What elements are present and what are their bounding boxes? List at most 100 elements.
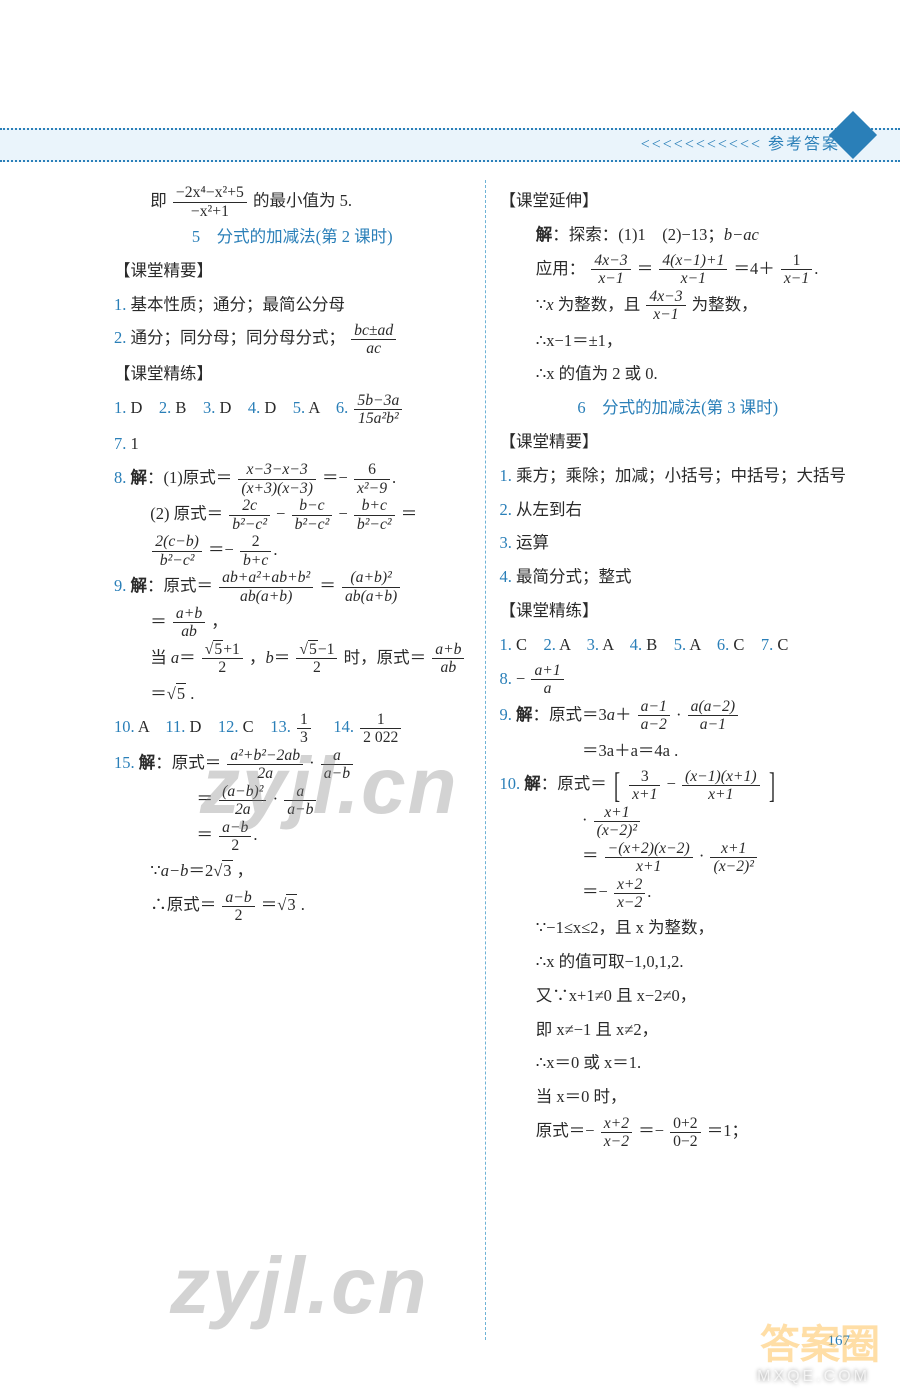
fraction: √5+12	[202, 641, 243, 676]
r-line: ∴x＝0 或 x＝1.	[500, 1046, 857, 1080]
fraction: a+bab	[432, 641, 464, 676]
fraction: 0+20−2	[670, 1115, 701, 1150]
fraction: (a+b)²ab(a+b)	[342, 569, 400, 604]
footer-url: MXQE.COM	[757, 1368, 870, 1386]
fraction: 4x−3x−1	[591, 252, 630, 287]
subhead: 【课堂精要】	[114, 254, 471, 288]
fraction: √5−12	[296, 641, 337, 676]
fraction: b−cb²−c²	[292, 497, 333, 532]
r-line: 1. 乘方；乘除；加减；小括号；中括号；大括号	[500, 459, 857, 493]
section-title: 6 分式的加减法(第 3 课时)	[500, 391, 857, 425]
l-line: ＝√5 .	[114, 677, 471, 711]
subhead: 【课堂延伸】	[500, 184, 857, 218]
r-line: ＝3a＋a＝4a .	[500, 734, 857, 768]
text: 基本性质；通分；最简公分母	[131, 295, 346, 314]
r-line: 即 x≠−1 且 x≠2，	[500, 1013, 857, 1047]
fraction: x+2x−2	[601, 1115, 632, 1150]
num-label: 1.	[114, 398, 126, 417]
r-line: ∴x−1＝±1，	[500, 324, 857, 358]
l-line: ＝ (a−b)²2a · aa−b	[114, 782, 471, 818]
r-line: ∴x 的值可取−1,0,1,2.	[500, 945, 857, 979]
l-line: 2. 通分；同分母；同分母分式； bc±adac	[114, 321, 471, 357]
fraction: 4(x−1)+1x−1	[659, 252, 727, 287]
r-line: 2. 从左到右	[500, 493, 857, 527]
fraction: a(a−2)a−1	[688, 698, 738, 733]
l-line: 当 a＝ √5+12 ，b＝ √5−12 时，原式＝ a+bab	[114, 641, 471, 677]
fraction: −2x⁴−x²+5−x²+1	[173, 184, 247, 219]
right-column: 【课堂延伸】 解：探索：(1)1 (2)−13；b−ac 应用： 4x−3x−1…	[486, 180, 871, 1340]
fraction: 1x−1	[781, 252, 812, 287]
l-line: ＝ a+bab ，	[114, 605, 471, 641]
text: 通分；同分母；同分母分式；	[131, 328, 346, 347]
fraction: x+1(x−2)²	[710, 840, 756, 875]
fraction: 3x+1	[629, 768, 660, 803]
l-line: 15. 解：原式＝ a²+b²−2ab2a · aa−b	[114, 746, 471, 782]
r-line: ∵−1≤x≤2，且 x 为整数，	[500, 911, 857, 945]
page: <<<<<<<<<<< 参考答案 即 −2x⁴−x²+5−x²+1 的最小值为 …	[0, 0, 900, 1390]
subhead: 【课堂精练】	[114, 357, 471, 391]
r-line: · x+1(x−2)²	[500, 803, 857, 839]
fraction: 2b+c	[240, 533, 271, 568]
r-line: ∴x 的值为 2 或 0.	[500, 357, 857, 391]
bracket-icon: [	[614, 771, 620, 800]
r-line: ＝ −(x+2)(x−2)x+1 · x+1(x−2)²	[500, 839, 857, 875]
fraction: x+1(x−2)²	[594, 804, 640, 839]
l-line: ∵a−b＝2√3 ，	[114, 854, 471, 888]
text: 即	[150, 191, 167, 210]
corner-watermark: 答案圈	[760, 1312, 880, 1370]
fraction: a+1a	[531, 662, 563, 697]
fraction: aa−b	[284, 783, 316, 818]
l-line: 即 −2x⁴−x²+5−x²+1 的最小值为 5.	[114, 184, 471, 220]
fraction: 5b−3a15a²b²	[354, 392, 402, 427]
fraction: a−1a−2	[638, 698, 670, 733]
r-line: 9. 解：原式＝3a＋ a−1a−2 · a(a−2)a−1	[500, 698, 857, 734]
r-line: 8. − a+1a	[500, 662, 857, 698]
subhead: 【课堂精要】	[500, 425, 857, 459]
l-line: 10. A 11. D 12. C 13. 13 14. 12 022	[114, 710, 471, 746]
fraction: a−b2	[222, 889, 254, 924]
l-line: (2) 原式＝ 2cb²−c² − b−cb²−c² − b+cb²−c² ＝	[114, 497, 471, 533]
bracket-icon: ]	[769, 771, 775, 800]
fraction: x+2x−2	[614, 876, 645, 911]
l-line: 2(c−b)b²−c² ＝− 2b+c.	[114, 533, 471, 569]
l-line: ＝ a−b2.	[114, 818, 471, 854]
fraction: ab+a²+ab+b²ab(a+b)	[219, 569, 313, 604]
r-line: 当 x＝0 时，	[500, 1080, 857, 1114]
l-line: 8. 解：(1)原式＝ x−3−x−3(x+3)(x−3) ＝− 6x²−9.	[114, 461, 471, 497]
fraction: a²+b²−2ab2a	[227, 747, 303, 782]
fraction: x−3−x−3(x+3)(x−3)	[238, 461, 316, 496]
r-line: 应用： 4x−3x−1 ＝ 4(x−1)+1x−1 ＝4＋ 1x−1.	[500, 252, 857, 288]
num-label: 1.	[114, 295, 126, 314]
fraction: (x−1)(x+1)x+1	[682, 768, 760, 803]
left-column: 即 −2x⁴−x²+5−x²+1 的最小值为 5. 5 分式的加减法(第 2 课…	[100, 180, 486, 1340]
r-line: 1. C 2. A 3. A 4. B 5. A 6. C 7. C	[500, 628, 857, 662]
fraction: 12 022	[360, 711, 401, 746]
r-line: ∵x 为整数，且 4x−3x−1 为整数，	[500, 288, 857, 324]
header-label: <<<<<<<<<<< 参考答案	[641, 130, 840, 154]
fraction: aa−b	[321, 747, 353, 782]
fraction: 4x−3x−1	[646, 288, 685, 323]
r-line: 10. 解：原式＝ [ 3x+1 − (x−1)(x+1)x+1 ]	[500, 767, 857, 803]
subhead: 【课堂精练】	[500, 594, 857, 628]
content-columns: 即 −2x⁴−x²+5−x²+1 的最小值为 5. 5 分式的加减法(第 2 课…	[100, 180, 870, 1340]
fraction: a−b2	[219, 819, 251, 854]
text: 的最小值为 5.	[253, 191, 352, 210]
section-title: 5 分式的加减法(第 2 课时)	[114, 220, 471, 254]
fraction: (a−b)²2a	[219, 783, 266, 818]
r-line: 4. 最简分式；整式	[500, 560, 857, 594]
r-line: 原式＝− x+2x−2 ＝− 0+20−2 ＝1；	[500, 1114, 857, 1150]
l-line: ∴原式＝ a−b2 ＝√3 .	[114, 888, 471, 924]
fraction: b+cb²−c²	[354, 497, 395, 532]
fraction: 2(c−b)b²−c²	[152, 533, 202, 568]
l-line: 7. 1	[114, 427, 471, 461]
l-line: 9. 解：原式＝ ab+a²+ab+b²ab(a+b) ＝ (a+b)²ab(a…	[114, 569, 471, 605]
fraction: 13	[297, 711, 311, 746]
r-line: 又∵x+1≠0 且 x−2≠0，	[500, 979, 857, 1013]
fraction: 2cb²−c²	[229, 497, 270, 532]
r-line: ＝− x+2x−2.	[500, 875, 857, 911]
r-line: 3. 运算	[500, 526, 857, 560]
fraction: −(x+2)(x−2)x+1	[605, 840, 693, 875]
l-line: 1. D 2. B 3. D 4. D 5. A 6. 5b−3a15a²b²	[114, 391, 471, 427]
l-line: 1. 基本性质；通分；最简公分母	[114, 288, 471, 322]
fraction: a+bab	[173, 605, 205, 640]
